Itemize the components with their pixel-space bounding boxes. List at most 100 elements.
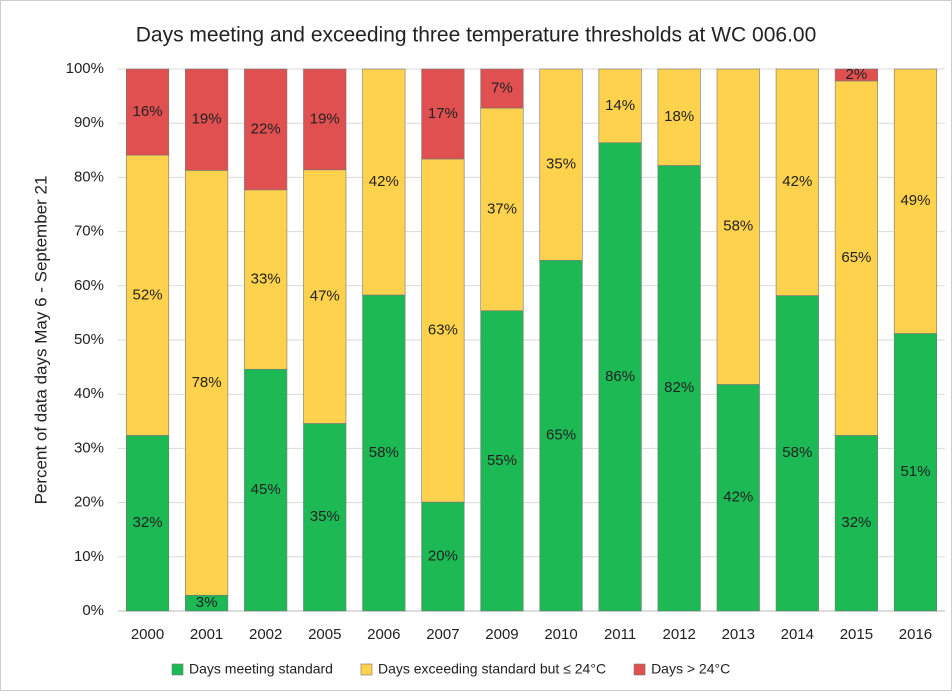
bar-segment [657,68,701,166]
bar-segment [185,68,229,171]
data-label: 14% [605,97,635,114]
bar-segment [480,68,524,109]
legend-swatch [633,663,646,676]
data-label: 65% [546,427,576,444]
data-label: 52% [133,286,163,303]
bar-segment [657,165,701,612]
data-label: 49% [900,192,930,209]
x-tick-label: 2016 [899,626,932,643]
data-label: 32% [841,514,871,531]
data-label: 55% [487,452,517,469]
x-tick-label: 2000 [131,626,164,643]
bar-segment [303,68,347,171]
bar-segment [421,501,465,612]
x-tick-label: 2002 [249,626,282,643]
bar-segment [185,170,229,596]
bar-segment [539,68,583,261]
data-label: 7% [491,79,513,96]
data-label: 19% [310,110,340,127]
x-tick-label: 2001 [190,626,223,643]
data-label: 82% [664,379,694,396]
bar-segment [303,169,347,424]
data-label: 45% [251,481,281,498]
y-tick-label: 20% [74,494,104,511]
data-label: 3% [196,594,218,611]
data-label: 35% [310,508,340,525]
y-tick-label: 50% [74,331,104,348]
bar-segment [362,68,406,296]
data-label: 58% [369,444,399,461]
data-label: 33% [251,271,281,288]
y-tick-label: 70% [74,223,104,240]
bar-segment [775,68,819,296]
bar-segment [775,295,819,612]
bar-segment [480,310,524,612]
data-label: 47% [310,288,340,305]
data-label: 78% [192,374,222,391]
x-tick-label: 2007 [426,626,459,643]
bar-segment [421,158,465,503]
y-tick-label: 30% [74,439,104,456]
data-label: 17% [428,105,458,122]
bar-segment [303,423,347,612]
data-label: 42% [782,173,812,190]
data-label: 42% [723,489,753,506]
bar-segment [598,68,642,144]
y-tick-label: 80% [74,168,104,185]
legend-label: Days > 24°C [651,661,730,677]
data-label: 16% [133,103,163,120]
bar-segment [421,68,465,160]
bar-segment [125,435,170,612]
legend-label: Days exceeding standard but ≤ 24°C [378,661,606,677]
data-label: 2% [846,66,868,83]
bar-segment [244,189,288,370]
bar-segment [598,142,642,612]
data-label: 32% [133,514,163,531]
x-tick-label: 2010 [544,626,577,643]
y-tick-label: 40% [74,385,104,402]
legend-label: Days meeting standard [189,661,333,677]
data-label: 58% [723,218,753,235]
x-tick-label: 2014 [781,626,814,643]
data-label: 42% [369,173,399,190]
data-label: 35% [546,156,576,173]
y-tick-label: 10% [74,548,104,565]
bar-segment [125,68,170,156]
y-tick-label: 90% [74,114,104,131]
y-tick-label: 100% [66,60,104,77]
bar-segment [480,107,524,312]
y-axis-label: Percent of data days May 6 - September 2… [31,176,50,505]
x-tick-label: 2012 [662,626,695,643]
data-label: 22% [251,120,281,137]
bar-segment [834,68,878,82]
bar-segment [893,68,938,334]
data-label: 37% [487,200,517,217]
x-tick-label: 2015 [840,626,873,643]
x-tick-label: 2011 [604,626,636,643]
bar-segment [362,294,406,612]
chart-title: Days meeting and exceeding three tempera… [136,24,817,47]
legend-swatch [171,663,184,676]
bar-segment [834,435,878,612]
bar-segment [834,80,878,436]
data-label: 58% [782,444,812,461]
y-tick-label: 60% [74,277,104,294]
bar-segment [893,333,938,612]
bar-segment [539,260,583,612]
data-label: 51% [900,463,930,480]
x-tick-label: 2009 [485,626,518,643]
data-label: 19% [192,111,222,128]
x-tick-label: 2013 [722,626,755,643]
data-label: 18% [664,108,694,125]
x-tick-label: 2005 [308,626,341,643]
x-tick-label: 2006 [367,626,400,643]
y-tick-label: 0% [82,602,104,619]
data-label: 20% [428,547,458,564]
data-label: 65% [841,249,871,266]
data-label: 86% [605,368,635,385]
bar-segment [716,68,760,385]
bar-segment [244,68,288,191]
data-label: 63% [428,321,458,338]
legend-swatch [360,663,373,676]
